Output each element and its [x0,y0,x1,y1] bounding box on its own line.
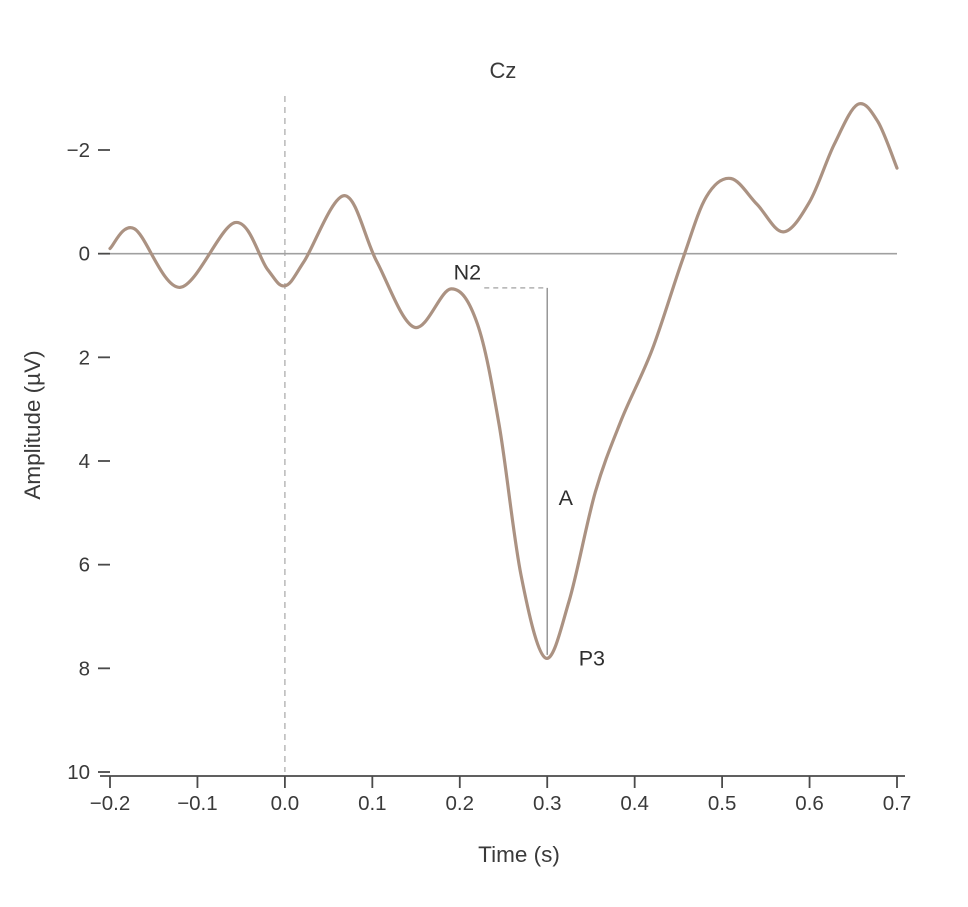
y-tick-label-0: −2 [67,139,90,162]
y-tick-label-5: 8 [79,657,90,680]
x-tick-label-2: 0.0 [271,792,300,815]
x-tick-label-9: 0.7 [883,792,912,815]
x-tick-label-5: 0.3 [533,792,562,815]
x-tick-label-4: 0.2 [446,792,475,815]
x-tick-label-6: 0.4 [620,792,649,815]
x-tick-label-0: −0.2 [90,792,130,815]
y-tick-label-1: 0 [79,243,90,266]
y-tick-label-6: 10 [67,761,90,784]
annotation-p3: P3 [579,647,605,671]
x-tick-label-3: 0.1 [358,792,387,815]
x-tick-label-7: 0.5 [708,792,737,815]
y-tick-label-4: 6 [79,554,90,577]
y-tick-label-3: 4 [79,450,90,473]
x-axis-label: Time (s) [478,842,560,867]
x-tick-label-8: 0.6 [795,792,824,815]
plot-area: −0.2 −0.1 0.0 0.1 0.2 0.3 0.4 0.5 0.6 0.7 −2 0 2 4 6 8 1… [67,96,912,815]
y-tick-label-2: 2 [79,346,90,369]
annotation-n2: N2 [454,261,481,285]
annotation-a: A [559,486,574,510]
y-axis-label: Amplitude (µV) [20,350,45,499]
chart-title: Cz [490,58,517,83]
x-tick-label-1: −0.1 [177,792,217,815]
waveform-cz [108,101,899,660]
